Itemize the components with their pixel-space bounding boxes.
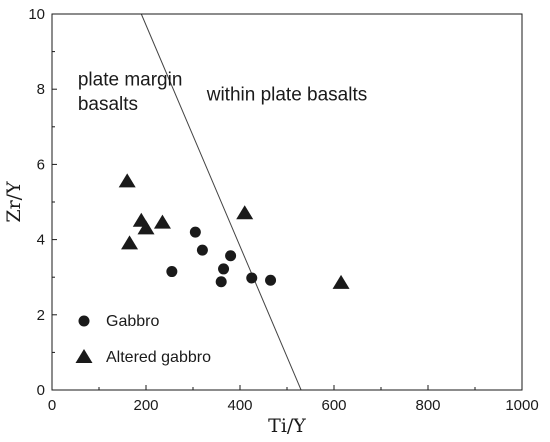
y-axis-title: Zr/Y: [3, 181, 25, 223]
gabbro-point: [196, 244, 208, 256]
x-tick-label: 600: [321, 397, 346, 414]
legend-marker-gabbro: [78, 315, 90, 327]
altered-gabbro-point: [121, 235, 139, 250]
y-axis-ticks: 0 2 4 6 8 10: [28, 6, 57, 399]
x-tick-label: 1000: [505, 397, 538, 414]
x-axis-title: Ti/Y: [268, 415, 306, 437]
plot-frame: [51, 13, 523, 391]
x-tick-label: 800: [415, 397, 440, 414]
gabbro-point: [215, 276, 227, 288]
x-tick-label: 400: [227, 397, 252, 414]
gabbro-point: [166, 266, 178, 278]
data-points: [118, 173, 350, 289]
gabbro-point: [189, 226, 201, 238]
x-tick-label: 0: [48, 397, 56, 414]
legend: Gabbro Altered gabbro: [75, 313, 211, 366]
altered-gabbro-point: [236, 205, 254, 220]
altered-gabbro-point: [332, 274, 350, 289]
gabbro-point: [225, 250, 237, 262]
y-tick-label: 0: [37, 382, 45, 399]
y-tick-label: 6: [37, 156, 45, 173]
x-tick-label: 200: [133, 397, 158, 414]
altered-gabbro-point: [137, 220, 155, 235]
altered-gabbro-point: [118, 173, 136, 188]
region-labels: plate margin basalts within plate basalts: [78, 69, 367, 114]
gabbro-point: [265, 274, 277, 286]
altered-gabbro-point: [153, 214, 171, 229]
legend-label: Gabbro: [106, 313, 159, 330]
y-tick-label: 10: [28, 6, 45, 23]
region-label: within plate basalts: [206, 84, 368, 105]
x-axis-ticks: 0 200 400 600 800 1000: [48, 385, 539, 414]
discrimination-line: [140, 13, 302, 391]
region-label: plate margin: [78, 69, 183, 90]
y-tick-label: 8: [37, 81, 45, 98]
y-tick-label: 4: [37, 232, 45, 249]
y-tick-label: 2: [37, 307, 45, 324]
boundary-layer: [140, 13, 302, 391]
legend-label: Altered gabbro: [106, 349, 211, 366]
legend-marker-altered-gabbro: [75, 349, 93, 363]
gabbro-point: [218, 263, 230, 275]
region-label: basalts: [78, 94, 138, 115]
gabbro-point: [246, 272, 258, 284]
